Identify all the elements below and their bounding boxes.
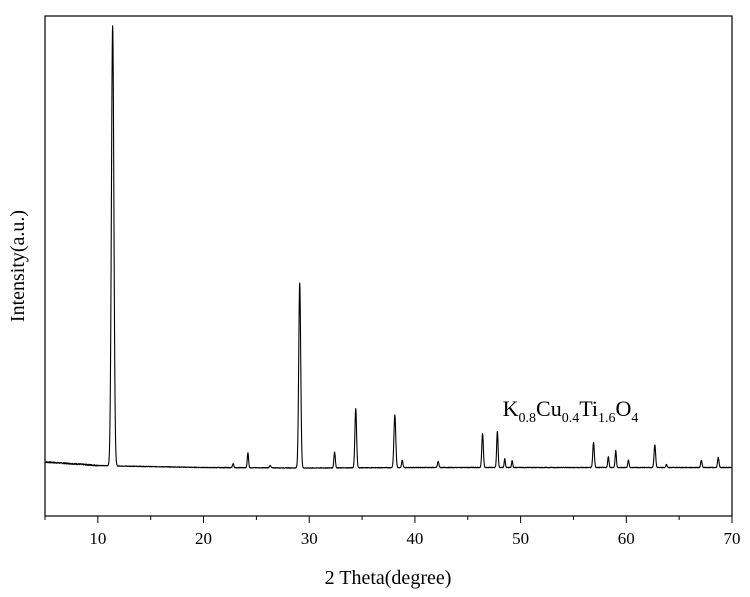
formula-element: Cu xyxy=(536,396,562,421)
x-tick-label: 40 xyxy=(406,529,423,548)
x-tick-label: 60 xyxy=(618,529,635,548)
formula-subscript: 4 xyxy=(631,411,638,426)
y-axis-title: Intensity(a.u.) xyxy=(7,210,29,322)
x-tick-label: 70 xyxy=(724,529,741,548)
compound-formula-label: K0.8Cu0.4Ti1.6O4 xyxy=(503,396,639,426)
formula-element: O xyxy=(616,396,632,421)
formula-element: Ti xyxy=(579,396,598,421)
formula-subscript: 0.8 xyxy=(519,411,537,426)
formula-subscript: 0.4 xyxy=(562,411,580,426)
x-tick-label: 10 xyxy=(89,529,106,548)
x-tick-label: 50 xyxy=(512,529,529,548)
x-tick-label: 30 xyxy=(301,529,318,548)
plot-frame xyxy=(45,16,732,516)
x-tick-label: 20 xyxy=(195,529,212,548)
formula-element: K xyxy=(503,396,519,421)
formula-subscript: 1.6 xyxy=(598,411,616,426)
x-axis-ticks: 10 20 30 40 50 60 70 xyxy=(45,516,741,548)
x-axis-title: 2 Theta(degree) xyxy=(325,567,452,589)
